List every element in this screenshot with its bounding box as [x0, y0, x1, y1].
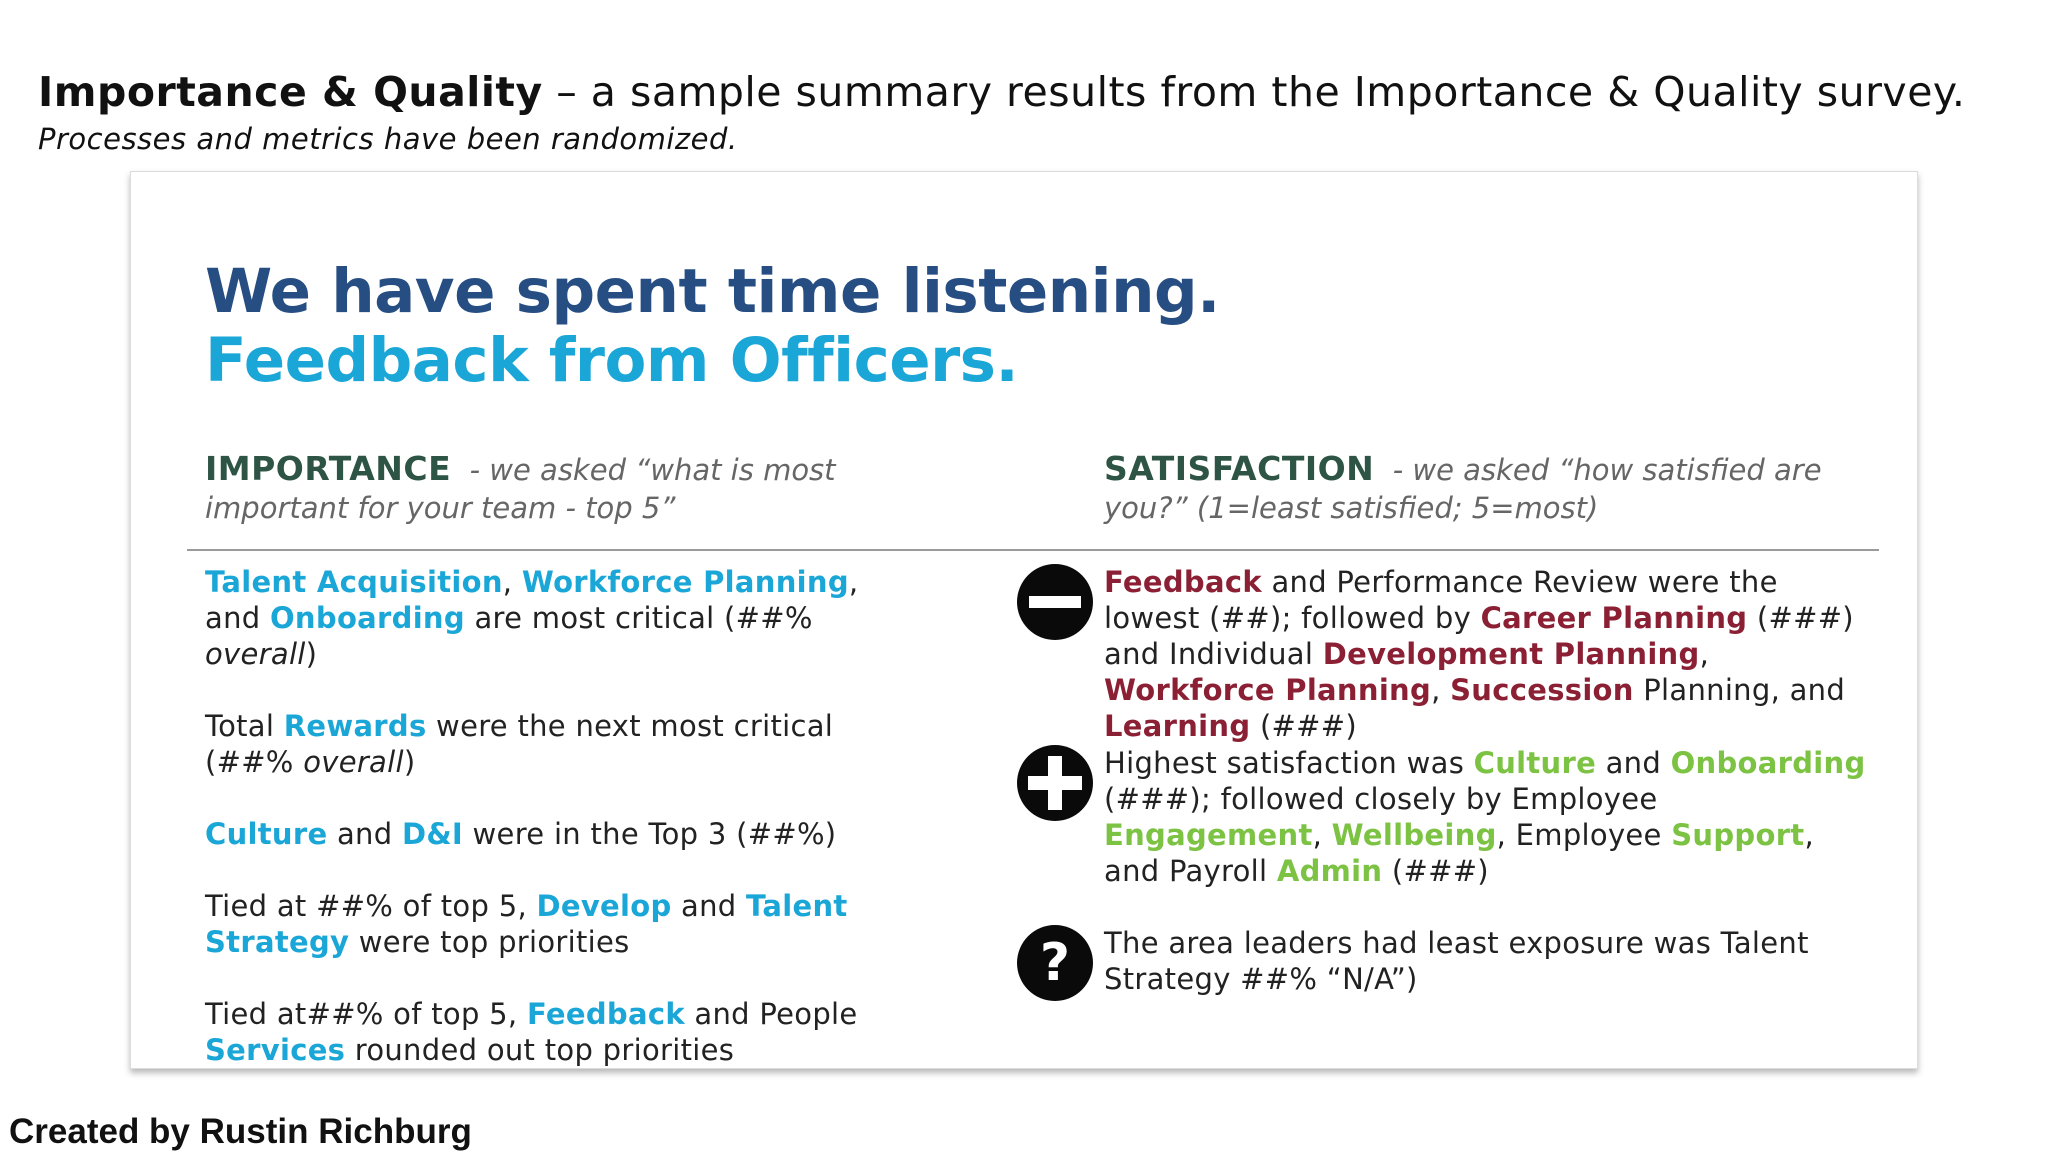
importance-item: Culture and D&I were in the Top 3 (##%) — [205, 817, 837, 851]
page-subtitle: Processes and metrics have been randomiz… — [38, 122, 738, 156]
satisfaction-item-text: Feedback and Performance Review were the… — [1104, 565, 1854, 743]
page-title-rest: – a sample summary results from the Impo… — [542, 68, 1966, 116]
slide-image: We have spent time listening. Feedback f… — [130, 171, 1918, 1069]
page-title: Importance & Quality – a sample summary … — [38, 66, 2028, 118]
page-header: Importance & Quality – a sample summary … — [38, 66, 2028, 158]
author-credit: Created by Rustin Richburg — [9, 1112, 472, 1151]
satisfaction-item-text: Highest satisfaction was Culture and Onb… — [1104, 746, 1866, 888]
importance-item: Total Rewards were the next most critica… — [205, 709, 834, 779]
minus-circle-icon — [1017, 564, 1093, 640]
page-title-bold: Importance & Quality — [38, 68, 543, 116]
slide-heading: We have spent time listening. Feedback f… — [205, 257, 1220, 395]
satisfaction-title: SATISFACTION — [1104, 449, 1375, 488]
satisfaction-header: SATISFACTION - we asked “how satisfied a… — [1104, 450, 1864, 527]
section-divider — [187, 549, 1879, 551]
satisfaction-question: - we asked “how satisfied are you?” (1=l… — [1104, 453, 1822, 525]
importance-title: IMPORTANCE — [205, 449, 452, 488]
question-circle-icon: ? — [1017, 925, 1093, 1001]
importance-header: IMPORTANCE - we asked “what is most impo… — [205, 450, 905, 527]
importance-list: Talent Acquisition, Workforce Planning, … — [205, 564, 905, 1104]
importance-item: Tied at ##% of top 5, Develop and Talent… — [205, 889, 848, 959]
importance-question: - we asked “what is most important for y… — [205, 453, 836, 525]
slide-heading-line1: We have spent time listening. — [205, 256, 1220, 327]
slide-heading-line2: Feedback from Officers. — [205, 325, 1019, 396]
satisfaction-item-text: The area leaders had least exposure was … — [1104, 926, 1809, 996]
plus-circle-icon — [1017, 745, 1093, 821]
importance-item: Talent Acquisition, Workforce Planning, … — [205, 565, 859, 671]
importance-item: Tied at##% of top 5, Feedback and People… — [205, 997, 858, 1067]
